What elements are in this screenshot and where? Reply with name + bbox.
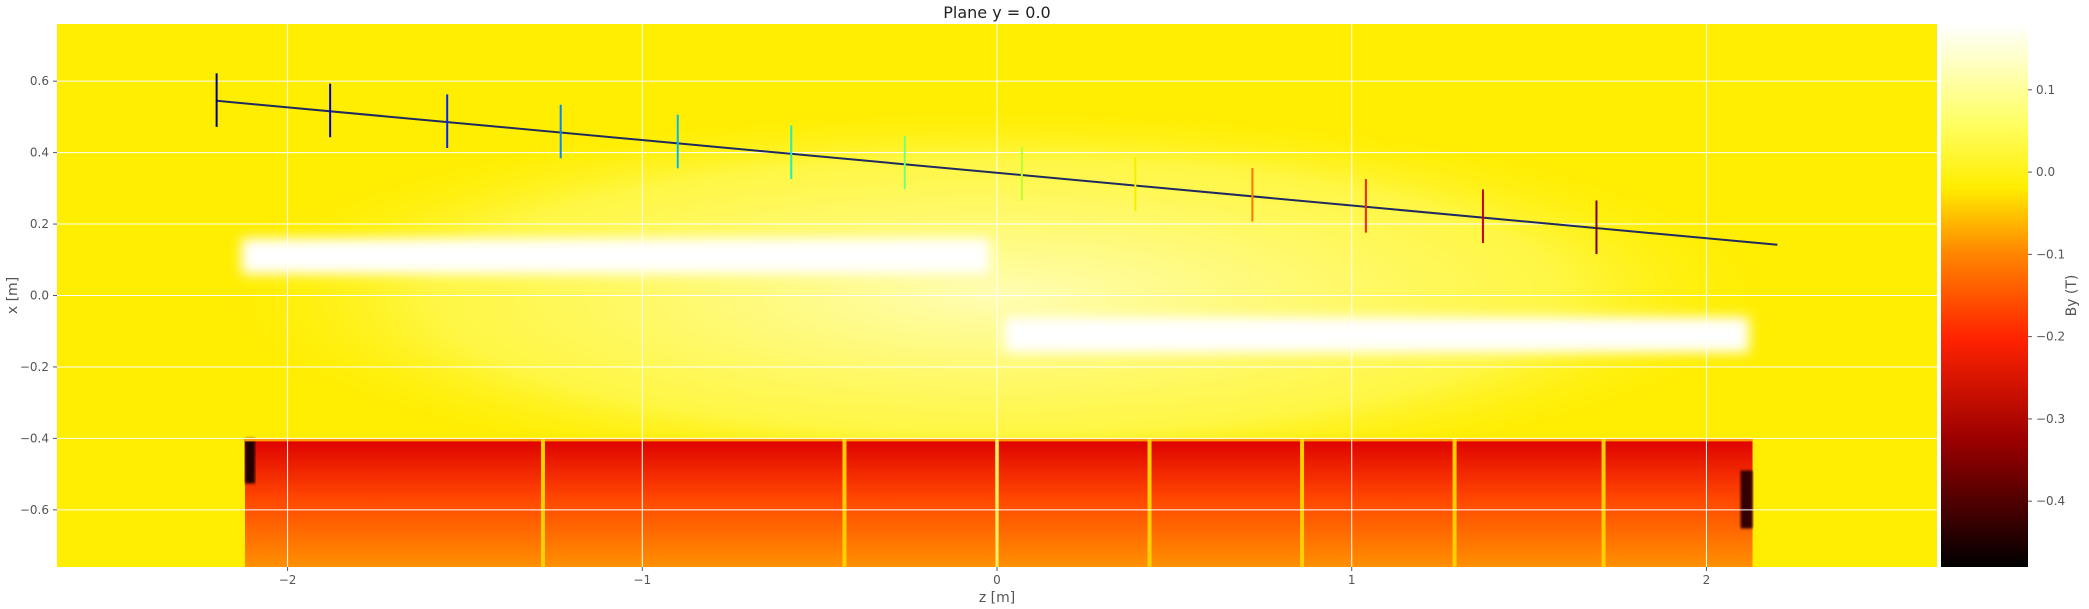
y-tick-label: −0.2 bbox=[20, 360, 49, 374]
segment-boundary bbox=[1601, 438, 1606, 567]
segment-boundary bbox=[1300, 438, 1305, 567]
trajectory-line bbox=[216, 99, 1778, 246]
segment-boundary bbox=[1452, 438, 1457, 567]
field-region-peak bbox=[1004, 316, 1749, 353]
colorbar-tick-label: 0.1 bbox=[2036, 83, 2055, 97]
y-tick-label: 0.6 bbox=[30, 74, 49, 88]
y-tick-label: 0.4 bbox=[30, 146, 49, 160]
colorbar-tick-label: −0.1 bbox=[2036, 247, 2065, 261]
colorbar-tick-label: −0.3 bbox=[2036, 412, 2065, 426]
y-axis-title: x [m] bbox=[5, 277, 21, 314]
colorbar-ticks: −0.4 −0.3 −0.2 −0.1 0.0 0.1 bbox=[2028, 83, 2065, 508]
field-region-corner bbox=[245, 438, 255, 484]
field-region-peak bbox=[241, 238, 990, 275]
x-tick-label: −2 bbox=[279, 573, 297, 587]
chart-title: Plane y = 0.0 bbox=[943, 3, 1050, 22]
y-axis-ticks: −0.6 −0.4 −0.2 0.0 0.2 0.4 0.6 bbox=[20, 74, 57, 517]
segment-boundary bbox=[842, 438, 847, 567]
grid-lines bbox=[57, 24, 1937, 567]
y-tick-label: 0.0 bbox=[30, 289, 49, 303]
y-tick-label: −0.6 bbox=[20, 503, 49, 517]
segment-boundary bbox=[1147, 438, 1152, 567]
colorbar-tick-label: −0.4 bbox=[2036, 494, 2065, 508]
x-tick-label: 0 bbox=[993, 573, 1001, 587]
x-axis-ticks: −2 −1 0 1 2 bbox=[279, 567, 1711, 587]
x-tick-label: 2 bbox=[1703, 573, 1711, 587]
x-axis-title: z [m] bbox=[979, 590, 1015, 606]
colorbar-tick-label: 0.0 bbox=[2036, 165, 2055, 179]
segment-boundary bbox=[540, 438, 545, 567]
field-region-corner bbox=[1740, 470, 1753, 529]
y-tick-label: −0.4 bbox=[20, 431, 49, 445]
colorbar-label: By (T) bbox=[2064, 275, 2080, 317]
colorbar-tick-label: −0.2 bbox=[2036, 330, 2065, 344]
y-tick-label: 0.2 bbox=[30, 217, 49, 231]
colorbar bbox=[1941, 24, 2028, 567]
x-tick-label: −1 bbox=[633, 573, 651, 587]
trajectory-layer bbox=[216, 99, 1778, 246]
error-bars bbox=[215, 73, 1598, 255]
x-tick-label: 1 bbox=[1348, 573, 1356, 587]
